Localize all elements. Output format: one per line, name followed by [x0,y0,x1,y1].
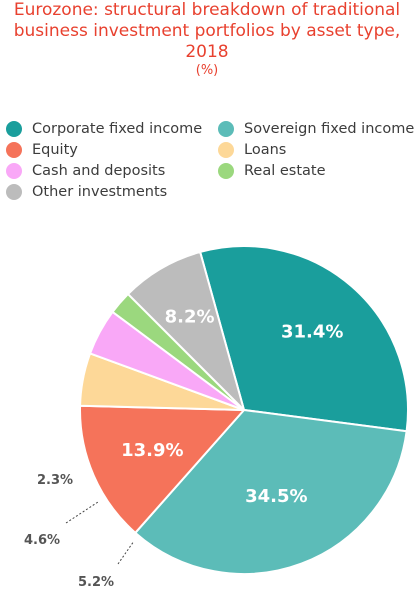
chart-title-line: 2018 [185,42,229,62]
legend-swatch [218,121,234,137]
chart-title-line: Eurozone: structural breakdown of tradit… [13,0,401,20]
legend-label: Equity [32,142,78,158]
chart-title: Eurozone: structural breakdown of tradit… [0,0,414,79]
legend-swatch [218,163,234,179]
pie-slice [199,245,409,433]
legend-swatch [218,142,234,158]
legend-item: Cash and deposits [6,162,218,180]
data-label: 13.9% [121,440,183,461]
legend-item: Corporate fixed income [6,120,218,138]
legend-swatch [6,184,22,200]
data-label: 5.2% [78,575,114,590]
legend-swatch [6,142,22,158]
legend-swatch [6,121,22,137]
chart-legend: Corporate fixed income Sovereign fixed in… [6,120,414,201]
legend-item: Real estate [218,162,414,180]
legend-item: Loans [218,141,414,159]
legend-label: Other investments [32,184,168,200]
pie-slice [134,409,408,575]
data-label: 2.3% [37,473,73,488]
data-label: 34.5% [245,486,307,507]
legend-label: Real estate [244,163,326,179]
pie-slice [127,250,245,411]
data-label: 31.4% [281,322,343,343]
legend-label: Corporate fixed income [32,121,203,137]
leader-line [65,501,99,524]
pie-slice [79,404,245,534]
legend-item: Equity [6,141,218,159]
legend-label: Cash and deposits [32,163,166,179]
legend-item: Sovereign fixed income [218,120,414,138]
data-label: 8.2% [165,307,215,328]
legend-label: Sovereign fixed income [244,121,414,137]
data-label: 4.6% [24,533,60,548]
leader-line [117,540,135,565]
legend-swatch [6,163,22,179]
legend-item: Other investments [6,183,218,201]
chart-unit: (%) [195,63,219,78]
chart-title-line: business investment portfolios by asset … [13,21,401,41]
legend-label: Loans [244,142,287,158]
